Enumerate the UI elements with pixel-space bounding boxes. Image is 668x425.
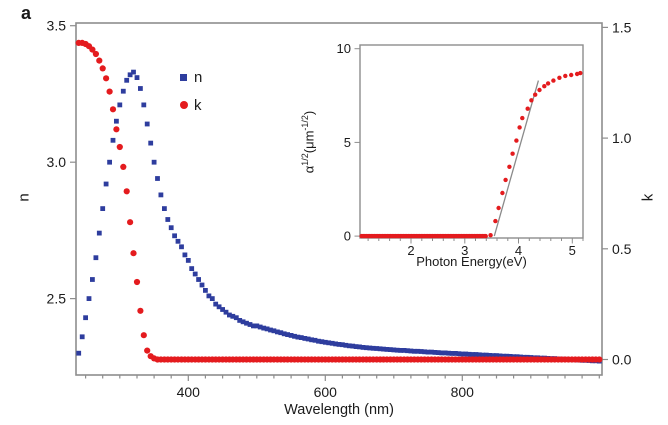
legend: n k [180, 63, 202, 119]
n-axis-title: n [15, 193, 33, 202]
svg-text:10: 10 [337, 41, 351, 56]
k-marker-swatch [180, 101, 188, 109]
wavelength-axis-title: Wavelength (nm) [284, 402, 394, 418]
svg-text:4: 4 [515, 243, 522, 258]
svg-text:0: 0 [344, 229, 351, 244]
svg-text:3.5: 3.5 [47, 18, 67, 34]
n-axis-labels: 2.5 3.0 3.5 [47, 18, 67, 307]
main-plot-frame [75, 22, 603, 376]
svg-text:5: 5 [344, 135, 351, 150]
alpha-unit-close: ) [301, 110, 317, 116]
n-axis-ticks [70, 25, 76, 300]
k-series [75, 39, 603, 363]
svg-text:0.0: 0.0 [612, 352, 632, 368]
k-axis-labels: 0.0 0.5 1.0 1.5 [612, 19, 632, 367]
alpha-unit-open: (μm [301, 130, 317, 154]
inset-plot-frame [359, 44, 584, 239]
svg-text:0.5: 0.5 [612, 241, 632, 257]
inset-alpha-series [359, 70, 583, 239]
main-x-axis-labels: 400 600 800 [177, 384, 475, 400]
svg-text:3.0: 3.0 [47, 154, 67, 170]
panel-label: a [21, 3, 32, 23]
k-axis-title: k [639, 193, 657, 202]
n-marker-swatch [180, 73, 187, 81]
alpha-axis-title: α1/2(μm-1/2) [300, 97, 317, 187]
svg-text:5: 5 [569, 243, 576, 258]
k-axis-ticks [602, 26, 608, 361]
svg-text:2.5: 2.5 [47, 291, 67, 307]
photon-energy-axis-title: Photon Energy(eV) [416, 254, 527, 269]
inset-y-axis-labels: 0 5 10 [337, 41, 351, 243]
svg-text:800: 800 [451, 384, 475, 400]
inset-y-axis-ticks [354, 48, 360, 237]
svg-text:600: 600 [314, 384, 338, 400]
main-x-axis-ticks [84, 375, 600, 381]
band-gap-fit-line [493, 80, 540, 237]
svg-text:1.5: 1.5 [612, 19, 632, 35]
legend-label-n: n [194, 68, 203, 86]
alpha-exponent: 1/2 [300, 153, 310, 166]
legend-label-k: k [194, 96, 202, 114]
alpha-unit-exponent: -1/2 [300, 115, 310, 131]
inset-x-axis-labels: 2 3 4 5 [407, 243, 576, 258]
alpha-symbol: α [301, 165, 317, 174]
svg-text:1.0: 1.0 [612, 130, 632, 146]
legend-item-k: k [180, 91, 202, 119]
svg-text:2: 2 [407, 243, 414, 258]
svg-text:400: 400 [177, 384, 201, 400]
inset-x-axis-ticks [367, 238, 584, 244]
legend-item-n: n [180, 63, 202, 91]
svg-text:3: 3 [461, 243, 468, 258]
